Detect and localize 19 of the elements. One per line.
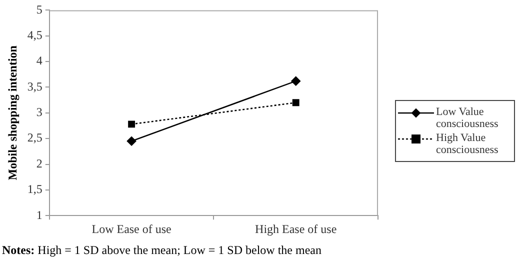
point <box>128 120 136 128</box>
point <box>126 136 136 146</box>
y-tick-label: 4,5 <box>27 28 42 42</box>
point <box>292 99 300 106</box>
y-tick-label: 3,5 <box>27 79 42 94</box>
x-tick-label: High Ease of use <box>255 222 337 236</box>
y-axis-title: Mobile shopping intention <box>5 45 20 180</box>
legend-label: High Value consciousness <box>436 132 500 156</box>
y-tick-label: 3 <box>36 105 42 120</box>
legend-label: Low Value consciousness <box>436 106 500 130</box>
y-tick-label: 5 <box>36 2 42 16</box>
y-tick-label: 2 <box>36 156 42 170</box>
text: Notes: High = 1 SD above the mean; Low = 1 SD below the mean <box>2 243 322 258</box>
point <box>291 76 300 86</box>
y-tick-label: 1,5 <box>27 182 42 196</box>
y-tick-label: 4 <box>36 54 42 68</box>
x-tick-label: Low Ease of use <box>92 222 172 236</box>
y-tick-label: 1 <box>36 208 42 222</box>
y-tick-label: 2,5 <box>27 130 42 145</box>
